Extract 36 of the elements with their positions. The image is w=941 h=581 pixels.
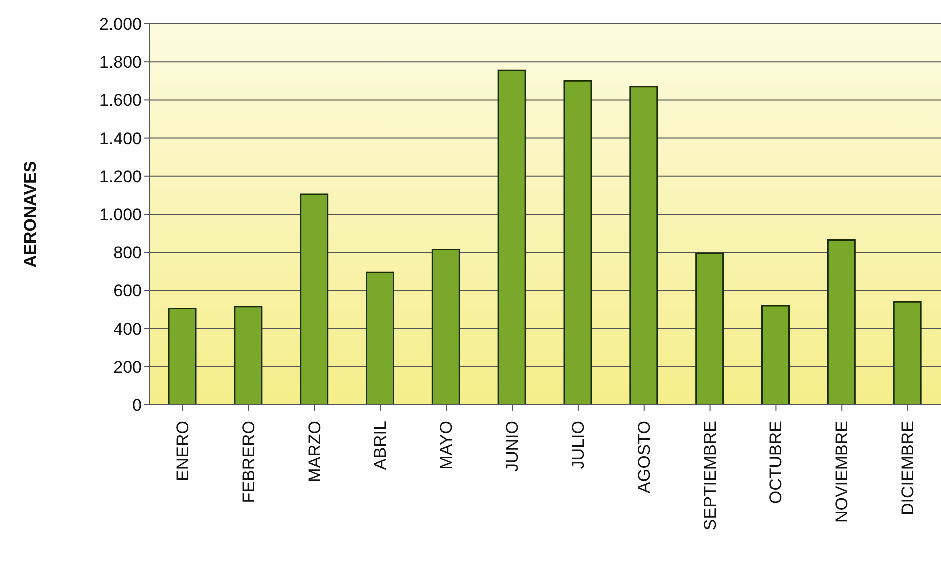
y-tick-label: 1.000 — [99, 206, 142, 225]
bar — [168, 308, 197, 405]
y-axis-title: AERONAVES — [21, 161, 40, 268]
x-tick-label: JULIO — [568, 421, 588, 470]
y-tick-label: 800 — [114, 244, 142, 263]
x-tick-label: MARZO — [305, 421, 324, 482]
y-tick-label: 0 — [132, 396, 142, 416]
bar — [234, 306, 263, 405]
bar — [893, 301, 922, 405]
y-tick-label: 600 — [114, 282, 142, 301]
x-tick-label: MAYO — [437, 421, 456, 470]
bar — [696, 252, 724, 405]
x-tick-label: SEPTIEMBRE — [700, 421, 720, 531]
bar — [564, 80, 592, 405]
bar — [498, 70, 526, 405]
y-tick-label: 400 — [114, 320, 142, 339]
y-tick-label: 200 — [114, 358, 142, 377]
y-tick-label: 1.800 — [99, 53, 142, 72]
x-tick-label: DICIEMBRE — [898, 421, 918, 516]
y-tick-label: 2.000 — [99, 15, 142, 34]
y-tick-label: 1.200 — [99, 167, 142, 186]
bar — [432, 248, 460, 405]
bar — [630, 86, 658, 405]
x-tick-label: JUNIO — [503, 421, 522, 472]
x-tick-label: AGOSTO — [634, 421, 654, 494]
x-tick-label: ABRIL — [371, 421, 390, 470]
y-tick-label: 1.400 — [99, 129, 142, 148]
x-tick-label: NOVIEMBRE — [832, 421, 852, 524]
bar — [827, 239, 856, 405]
bar — [300, 194, 329, 405]
x-tick-label: ENERO — [173, 421, 192, 482]
bar — [762, 305, 790, 405]
x-tick-label: FEBRERO — [239, 421, 258, 504]
x-tick-label: OCTUBRE — [766, 421, 786, 504]
y-tick-label: 1.600 — [99, 91, 142, 110]
bar — [366, 272, 394, 405]
